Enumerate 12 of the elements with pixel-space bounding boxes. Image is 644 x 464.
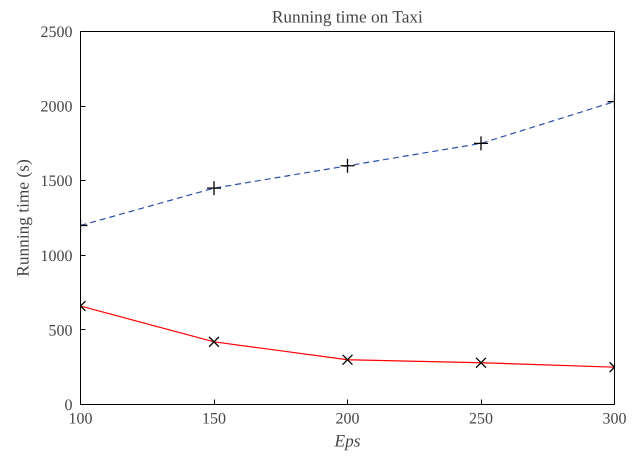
chart-title: Running time on Taxi bbox=[272, 8, 424, 26]
x-axis-title: Eps bbox=[334, 432, 361, 450]
x-tick-label: 150 bbox=[202, 410, 226, 428]
x-tick-label: 300 bbox=[602, 410, 626, 428]
y-tick-label: 1000 bbox=[40, 248, 72, 265]
y-tick-label: 500 bbox=[48, 322, 72, 340]
y-axis-title: Running time (s) bbox=[14, 159, 32, 277]
y-tick-label: 1500 bbox=[40, 173, 72, 190]
x-tick-label: 200 bbox=[336, 410, 360, 428]
y-tick-label: 2000 bbox=[40, 98, 72, 116]
y-tick-label: 2500 bbox=[40, 24, 72, 41]
x-tick-label: 250 bbox=[469, 410, 493, 428]
